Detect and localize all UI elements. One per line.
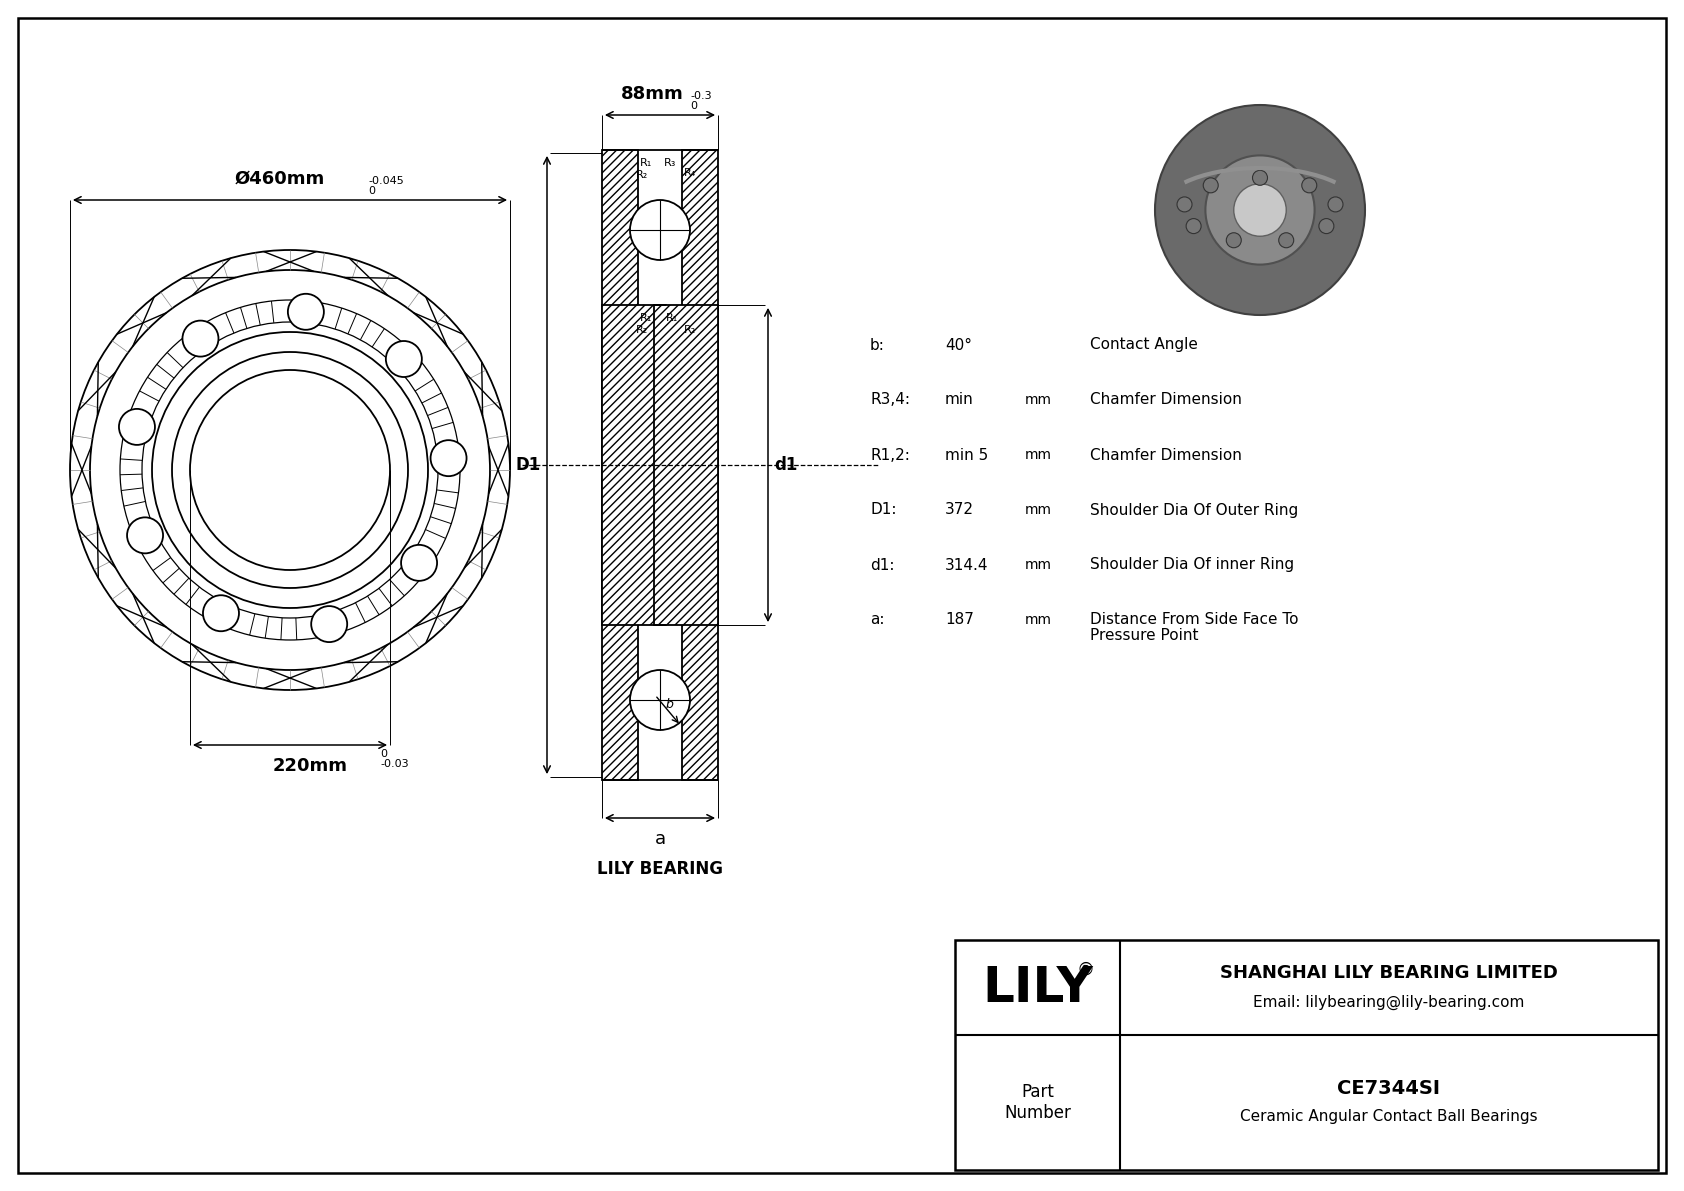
Text: 187: 187 (945, 612, 973, 628)
Circle shape (1253, 170, 1268, 186)
Circle shape (1204, 177, 1218, 193)
Text: R₂: R₂ (684, 325, 695, 335)
Text: Pressure Point: Pressure Point (1090, 629, 1199, 643)
Circle shape (204, 596, 239, 631)
Circle shape (386, 341, 423, 378)
Text: b: b (665, 698, 674, 711)
Text: Email: lilybearing@lily-bearing.com: Email: lilybearing@lily-bearing.com (1253, 994, 1524, 1010)
Circle shape (630, 200, 690, 260)
Text: 0: 0 (381, 749, 387, 759)
Circle shape (126, 517, 163, 554)
Text: mm: mm (1026, 393, 1052, 407)
Polygon shape (682, 150, 717, 780)
Text: mm: mm (1026, 559, 1052, 572)
Text: LILY BEARING: LILY BEARING (598, 860, 722, 878)
Text: d1:: d1: (871, 557, 894, 573)
Text: R1,2:: R1,2: (871, 448, 909, 462)
Text: Part
Number: Part Number (1004, 1083, 1071, 1122)
Text: Chamfer Dimension: Chamfer Dimension (1090, 393, 1241, 407)
Circle shape (312, 606, 347, 642)
Circle shape (1177, 197, 1192, 212)
Text: D1: D1 (515, 456, 541, 474)
Text: Contact Angle: Contact Angle (1090, 337, 1197, 353)
Text: -0.03: -0.03 (381, 759, 409, 769)
Text: R₁: R₁ (640, 313, 652, 323)
Text: 40°: 40° (945, 337, 972, 353)
Circle shape (1206, 155, 1315, 264)
Text: Chamfer Dimension: Chamfer Dimension (1090, 448, 1241, 462)
Circle shape (120, 409, 155, 445)
Circle shape (1319, 219, 1334, 233)
Text: a: a (655, 830, 665, 848)
Circle shape (1226, 232, 1241, 248)
Text: R₁: R₁ (665, 313, 679, 323)
Circle shape (1278, 232, 1293, 248)
Text: R₂: R₂ (637, 170, 648, 180)
Text: 0: 0 (690, 101, 697, 111)
Text: ®: ® (1076, 960, 1095, 979)
Text: R₂: R₂ (637, 325, 648, 335)
Text: min 5: min 5 (945, 448, 989, 462)
Text: b:: b: (871, 337, 884, 353)
Circle shape (630, 671, 690, 730)
Circle shape (1186, 219, 1201, 233)
Text: Shoulder Dia Of Outer Ring: Shoulder Dia Of Outer Ring (1090, 503, 1298, 518)
Text: R₄: R₄ (684, 168, 695, 177)
Text: SHANGHAI LILY BEARING LIMITED: SHANGHAI LILY BEARING LIMITED (1221, 964, 1558, 981)
Polygon shape (601, 305, 665, 625)
Text: -0.045: -0.045 (369, 176, 404, 186)
Text: min: min (945, 393, 973, 407)
Circle shape (1155, 105, 1366, 314)
Text: R₃: R₃ (663, 158, 675, 168)
Circle shape (431, 441, 466, 476)
Text: LILY: LILY (982, 964, 1093, 1011)
Text: mm: mm (1026, 448, 1052, 462)
Text: mm: mm (1026, 503, 1052, 517)
Circle shape (1329, 197, 1342, 212)
Text: 314.4: 314.4 (945, 557, 989, 573)
Text: a:: a: (871, 612, 884, 628)
Bar (955, 940, 1659, 1170)
Text: 0: 0 (369, 186, 376, 197)
Text: Distance From Side Face To: Distance From Side Face To (1090, 612, 1298, 628)
Text: Ø460mm: Ø460mm (234, 170, 325, 188)
Text: Ceramic Angular Contact Ball Bearings: Ceramic Angular Contact Ball Bearings (1239, 1109, 1537, 1124)
Text: Shoulder Dia Of inner Ring: Shoulder Dia Of inner Ring (1090, 557, 1293, 573)
Text: R₁: R₁ (640, 158, 652, 168)
Text: D1:: D1: (871, 503, 896, 518)
Text: 88mm: 88mm (621, 85, 684, 102)
Text: d1: d1 (775, 456, 798, 474)
Polygon shape (653, 305, 717, 625)
Text: 372: 372 (945, 503, 973, 518)
Text: 220mm: 220mm (273, 757, 347, 775)
Circle shape (182, 320, 219, 356)
Circle shape (1234, 183, 1287, 236)
Text: -0.3: -0.3 (690, 91, 712, 101)
Circle shape (288, 294, 323, 330)
Polygon shape (601, 150, 638, 780)
Circle shape (401, 544, 438, 581)
Circle shape (1302, 177, 1317, 193)
Text: mm: mm (1026, 613, 1052, 626)
Text: R3,4:: R3,4: (871, 393, 909, 407)
Text: CE7344SI: CE7344SI (1337, 1079, 1440, 1098)
